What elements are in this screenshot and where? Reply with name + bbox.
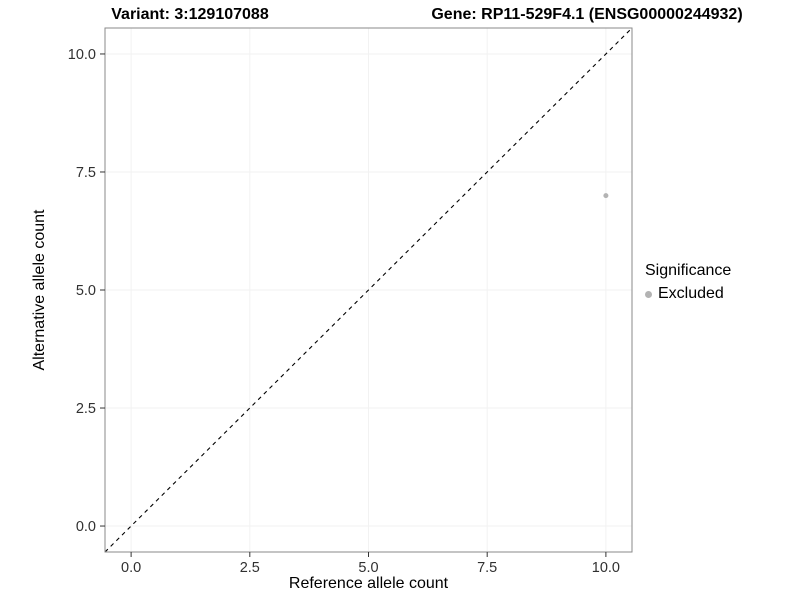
variant-title: Variant: 3:129107088 — [111, 6, 269, 23]
legend-title: Significance — [645, 262, 732, 279]
x-tick-label: 7.5 — [477, 560, 497, 576]
data-point — [603, 193, 609, 199]
y-tick-label: 5.0 — [76, 283, 96, 299]
x-tick-label: 0.0 — [121, 560, 141, 576]
legend-item-label: Excluded — [658, 285, 724, 302]
x-axis-label: Reference allele count — [288, 575, 449, 592]
x-tick-label: 10.0 — [592, 560, 620, 576]
legend: Significance Excluded — [645, 262, 731, 303]
x-tick-label: 2.5 — [240, 560, 260, 576]
identity-line — [104, 27, 633, 553]
legend-item-excluded: Excluded — [645, 285, 731, 303]
x-tick-label: 5.0 — [358, 560, 378, 576]
y-axis-label: Alternative allele count — [31, 209, 48, 371]
y-tick-label: 7.5 — [76, 165, 96, 181]
legend-point-icon — [645, 290, 652, 298]
y-tick-label: 2.5 — [76, 401, 96, 417]
gene-title: Gene: RP11-529F4.1 (ENSG00000244932) — [431, 6, 743, 23]
y-tick-label: 0.0 — [76, 519, 96, 535]
y-tick-label: 10.0 — [68, 47, 96, 63]
